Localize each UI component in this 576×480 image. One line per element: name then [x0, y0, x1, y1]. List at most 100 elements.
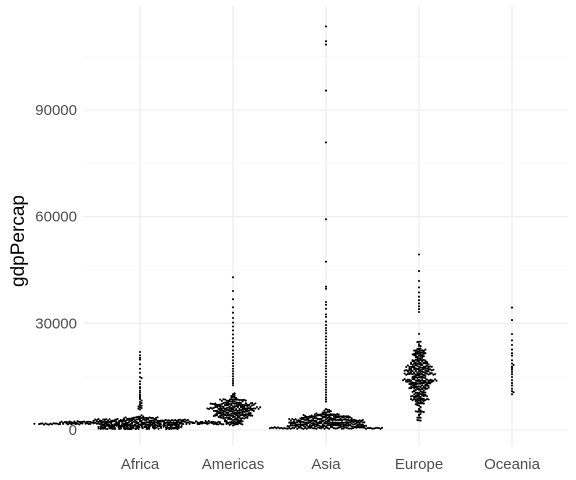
data-point-asia — [326, 419, 329, 422]
data-point-asia — [326, 410, 329, 413]
data-point-oceania — [510, 359, 514, 362]
data-point-europe — [432, 379, 435, 382]
data-point-africa — [138, 408, 142, 411]
data-point-americas — [241, 410, 244, 413]
data-point-europe — [406, 373, 409, 376]
data-point-africa — [132, 420, 135, 423]
data-point-americas — [244, 399, 247, 402]
data-point-africa — [130, 424, 133, 427]
data-point-americas — [227, 409, 230, 412]
data-point-africa — [158, 419, 161, 422]
data-point-asia — [324, 396, 328, 399]
data-point-europe — [417, 385, 421, 388]
data-point-asia — [324, 341, 328, 344]
data-point-africa — [126, 417, 129, 420]
data-point-europe — [424, 393, 427, 396]
data-point-africa — [78, 420, 81, 423]
data-point-africa — [108, 418, 111, 421]
data-point-americas — [235, 418, 238, 421]
data-point-oceania — [510, 348, 514, 351]
data-point-americas — [231, 352, 235, 355]
data-point-africa — [97, 425, 100, 428]
data-point-europe — [411, 373, 414, 376]
data-point-asia — [316, 424, 320, 427]
data-point-americas — [259, 406, 262, 409]
data-point-africa — [116, 421, 119, 424]
data-point-asia — [302, 416, 305, 419]
data-point-americas — [231, 345, 235, 348]
data-point-africa — [209, 421, 212, 424]
data-point-asia — [324, 400, 328, 403]
data-point-europe — [421, 398, 424, 401]
data-point-europe — [413, 371, 416, 374]
data-point-asia — [331, 417, 334, 420]
data-point-europe — [417, 343, 421, 346]
data-point-africa — [156, 422, 159, 425]
data-point-africa — [138, 420, 142, 423]
data-point-asia — [345, 426, 348, 429]
data-point-asia — [291, 424, 294, 427]
data-point-americas — [223, 416, 227, 420]
data-point-europe — [411, 382, 414, 385]
data-point-europe — [425, 364, 429, 367]
data-point-europe — [419, 349, 422, 352]
data-point-africa — [145, 421, 148, 424]
data-point-europe — [413, 377, 416, 380]
data-point-asia — [281, 427, 284, 430]
data-point-americas — [243, 408, 246, 411]
data-point-europe — [421, 351, 424, 354]
data-point-africa — [153, 427, 156, 430]
data-point-asia — [288, 421, 291, 424]
data-point-americas — [235, 411, 238, 414]
data-point-europe — [414, 381, 417, 384]
data-point-americas — [244, 407, 247, 410]
data-point-europe — [409, 365, 413, 368]
data-point-asia — [339, 424, 342, 427]
data-point-europe — [406, 380, 409, 383]
data-point-africa — [116, 417, 119, 421]
data-point-africa — [124, 416, 127, 419]
data-point-africa — [120, 423, 124, 426]
data-point-americas — [238, 419, 241, 422]
data-point-africa — [169, 426, 172, 429]
data-point-americas — [220, 399, 223, 402]
data-point-europe — [419, 382, 422, 385]
data-point-africa — [140, 406, 143, 410]
data-point-americas — [209, 406, 212, 409]
data-point-americas — [222, 411, 225, 414]
data-point-asia — [268, 427, 272, 430]
data-point-europe — [417, 365, 421, 368]
data-point-americas — [231, 402, 235, 405]
data-point-asia — [334, 424, 337, 427]
data-point-europe — [417, 399, 421, 402]
data-point-africa — [150, 421, 153, 424]
data-point-americas — [243, 398, 246, 401]
data-point-asia — [323, 421, 326, 424]
data-point-europe — [419, 340, 422, 343]
data-point-africa — [142, 415, 145, 418]
data-point-africa — [170, 419, 174, 422]
data-point-africa — [142, 418, 145, 421]
data-point-americas — [225, 414, 228, 417]
data-point-asia — [347, 427, 350, 430]
data-point-americas — [220, 405, 223, 408]
data-point-asia — [363, 424, 366, 427]
data-point-africa — [94, 421, 97, 424]
data-point-americas — [241, 417, 244, 420]
data-point-americas — [241, 403, 244, 406]
data-point-europe — [414, 383, 417, 386]
data-point-europe — [416, 360, 419, 363]
data-point-europe — [417, 374, 421, 377]
data-point-europe — [413, 386, 416, 390]
data-point-africa — [118, 427, 122, 430]
data-point-asia — [323, 419, 326, 422]
data-point-americas — [254, 402, 257, 405]
data-point-asia — [336, 421, 339, 424]
data-point-asia — [336, 415, 339, 418]
x-tick-label: Oceania — [484, 456, 541, 473]
data-point-europe — [424, 384, 427, 387]
data-point-europe — [416, 416, 419, 419]
data-point-asia — [352, 418, 355, 422]
data-point-oceania — [510, 370, 514, 374]
data-point-asia — [337, 421, 340, 424]
